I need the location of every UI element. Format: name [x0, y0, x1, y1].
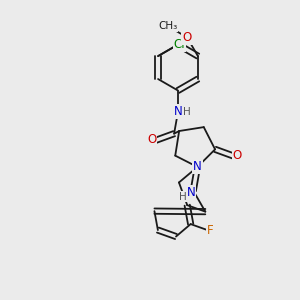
Text: N: N — [174, 105, 182, 118]
Text: H: H — [183, 107, 191, 117]
Text: O: O — [147, 133, 156, 146]
Text: O: O — [182, 31, 192, 44]
Text: F: F — [207, 224, 214, 237]
Text: N: N — [193, 160, 202, 173]
Text: CH₃: CH₃ — [158, 21, 178, 31]
Text: N: N — [187, 186, 195, 199]
Text: Cl: Cl — [174, 38, 185, 51]
Text: H: H — [179, 192, 187, 202]
Text: O: O — [233, 149, 242, 162]
